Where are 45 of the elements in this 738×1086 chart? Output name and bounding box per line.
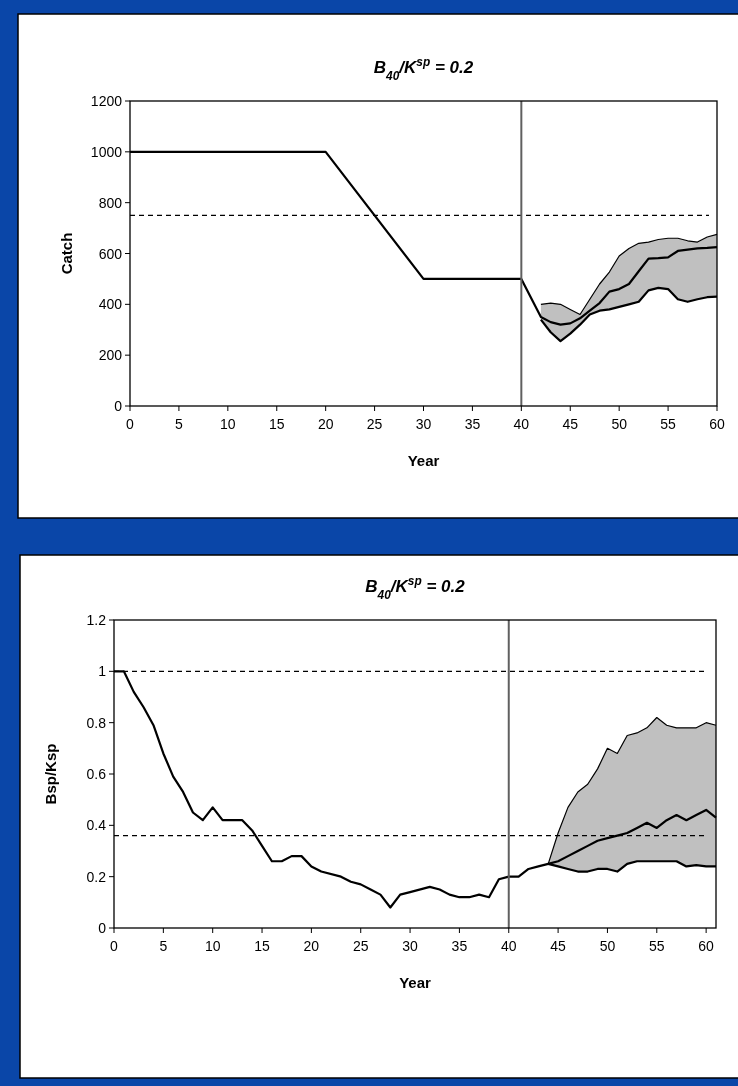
x-tick-label: 25 <box>366 416 383 432</box>
y-tick-label: 0.4 <box>86 817 107 834</box>
y-tick-label: 200 <box>98 347 123 364</box>
x-tick-label: 55 <box>649 938 665 954</box>
y-tick-label: 1 <box>98 663 107 680</box>
x-tick-label: 30 <box>415 416 432 432</box>
x-axis-title: Year <box>399 974 432 991</box>
x-tick-label: 60 <box>709 416 725 432</box>
x-tick-label: 60 <box>698 938 715 954</box>
x-axis-title: Year <box>407 452 440 469</box>
x-tick-label: 50 <box>599 938 616 954</box>
y-tick-label: 0.6 <box>86 766 107 782</box>
x-tick-label: 15 <box>254 938 271 954</box>
x-tick-label: 35 <box>464 416 481 432</box>
x-tick-label: 5 <box>159 938 168 954</box>
x-tick-label: 20 <box>303 938 320 954</box>
y-tick-label: 1.2 <box>86 612 107 628</box>
x-tick-label: 25 <box>352 938 369 954</box>
x-tick-label: 45 <box>562 416 579 432</box>
y-tick-label: 800 <box>98 194 123 211</box>
y-tick-label: 1000 <box>90 143 123 160</box>
x-tick-label: 5 <box>175 416 184 432</box>
y-tick-label: 1200 <box>90 93 123 109</box>
x-tick-label: 40 <box>513 416 530 432</box>
chart-title: B$_{40}$/K$^{sp}$ = 0.2 <box>365 574 466 602</box>
x-tick-label: 40 <box>500 938 517 954</box>
x-tick-label: 30 <box>402 938 419 954</box>
y-tick-label: 600 <box>98 245 123 262</box>
x-tick-label: 20 <box>317 416 334 432</box>
x-tick-label: 35 <box>451 938 468 954</box>
y-axis-title: Catch <box>58 232 75 275</box>
chart-title: B$_{40}$/K$^{sp}$ = 0.2 <box>373 55 474 83</box>
y-tick-label: 0 <box>114 398 123 414</box>
y-axis-title: Bsp/Ksp <box>42 743 59 805</box>
x-tick-label: 0 <box>126 416 135 432</box>
x-tick-label: 10 <box>204 938 221 954</box>
x-tick-label: 15 <box>268 416 285 432</box>
x-tick-label: 45 <box>550 938 567 954</box>
x-tick-label: 50 <box>611 416 628 432</box>
y-tick-label: 0.8 <box>86 714 107 731</box>
y-tick-label: 400 <box>98 296 123 313</box>
x-tick-label: 10 <box>220 416 236 432</box>
x-tick-label: 55 <box>660 416 677 432</box>
y-tick-label: 0 <box>98 920 107 936</box>
y-tick-label: 0.2 <box>86 868 107 885</box>
